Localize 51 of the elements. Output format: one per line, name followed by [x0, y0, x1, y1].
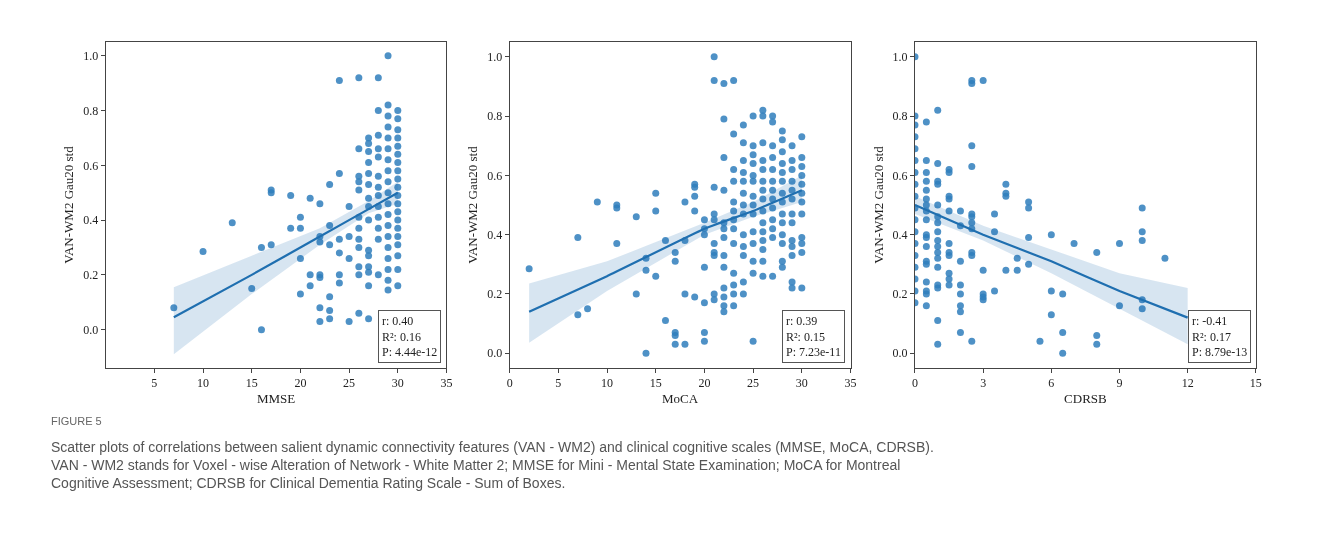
y-tick-label: 0.6 [83, 158, 99, 173]
x-tick-label: 3 [980, 376, 987, 391]
annotation: r: -0.41 R²: 0.17 P: 8.79e-13 [1192, 314, 1248, 360]
y-tick-label: 0.0 [892, 346, 908, 361]
annotation: r: 0.39 R²: 0.15 P: 7.23e-11 [786, 314, 841, 360]
x-tick-label: 35 [440, 376, 453, 391]
y-tick-label: 1.0 [892, 50, 908, 65]
y-axis-title: VAN-WM2 Gau20 std [61, 145, 77, 264]
text: Scatter plots of correlations between salient dynamic connectivity features (VAN - WM2) and clinical cognitive scales (MMSE, MoCA, CDRSB). VAN - WM2 stands for Voxel - wise Alteration of Network - White Matter 2; MMSE for Mini - Mental State Examination; MoCA for Montreal Cognitive Assessment; CDRSB for Clinical Dementia Rating Scale - Sum of Boxes. [51, 439, 934, 492]
x-tick-label: 35 [844, 376, 857, 391]
x-tick-label: 30 [391, 376, 404, 391]
x-tick-label: 25 [343, 376, 356, 391]
y-tick-label: 0.2 [487, 287, 503, 302]
annotation: r: 0.40 R²: 0.16 P: 4.44e-12 [382, 314, 438, 360]
x-tick-label: 30 [795, 376, 808, 391]
x-tick-label: 0 [506, 376, 513, 391]
x-tick-label: 12 [1181, 376, 1194, 391]
y-tick-label: 0.4 [83, 213, 99, 228]
y-tick-label: 0.2 [83, 268, 99, 283]
x-axis-title: CDRSB [1064, 391, 1108, 406]
line-series [914, 203, 1189, 319]
y-tick-label: 0.8 [83, 103, 99, 118]
x-tick-label: 5 [555, 376, 562, 391]
x-tick-label: 5 [151, 376, 158, 391]
y-tick-label: 0.2 [892, 287, 908, 302]
y-tick-label: 0.4 [892, 227, 908, 242]
x-tick-label: 10 [197, 376, 210, 391]
y-tick-label: 0.6 [487, 168, 503, 183]
caption: FIGURE 5 [51, 415, 102, 427]
x-tick-label: 20 [294, 376, 307, 391]
x-tick-label: 6 [1048, 376, 1055, 391]
y-tick-label: 1.0 [83, 48, 99, 63]
y-tick-label: 0.8 [487, 109, 503, 124]
x-tick-label: 25 [747, 376, 760, 391]
x-tick-label: 15 [649, 376, 662, 391]
x-tick-label: 15 [1249, 376, 1262, 391]
x-tick-label: 10 [601, 376, 614, 391]
x-tick-label: 15 [245, 376, 258, 391]
y-tick-label: 0.0 [487, 346, 503, 361]
y-axis-title: VAN-WM2 Gau20 std [870, 145, 886, 264]
x-tick-label: 0 [911, 376, 918, 391]
y-tick-label: 0.8 [892, 109, 908, 124]
x-axis-title: MMSE [256, 391, 296, 406]
x-tick-label: 20 [698, 376, 711, 391]
y-tick-label: 0.6 [892, 168, 908, 183]
y-tick-label: 0.4 [487, 227, 503, 242]
y-tick-label: 1.0 [487, 50, 503, 65]
x-axis-title: MoCA [662, 391, 699, 406]
y-tick-label: 0.0 [83, 322, 99, 337]
x-tick-label: 9 [1116, 376, 1123, 391]
y-axis-title: VAN-WM2 Gau20 std [465, 145, 481, 264]
